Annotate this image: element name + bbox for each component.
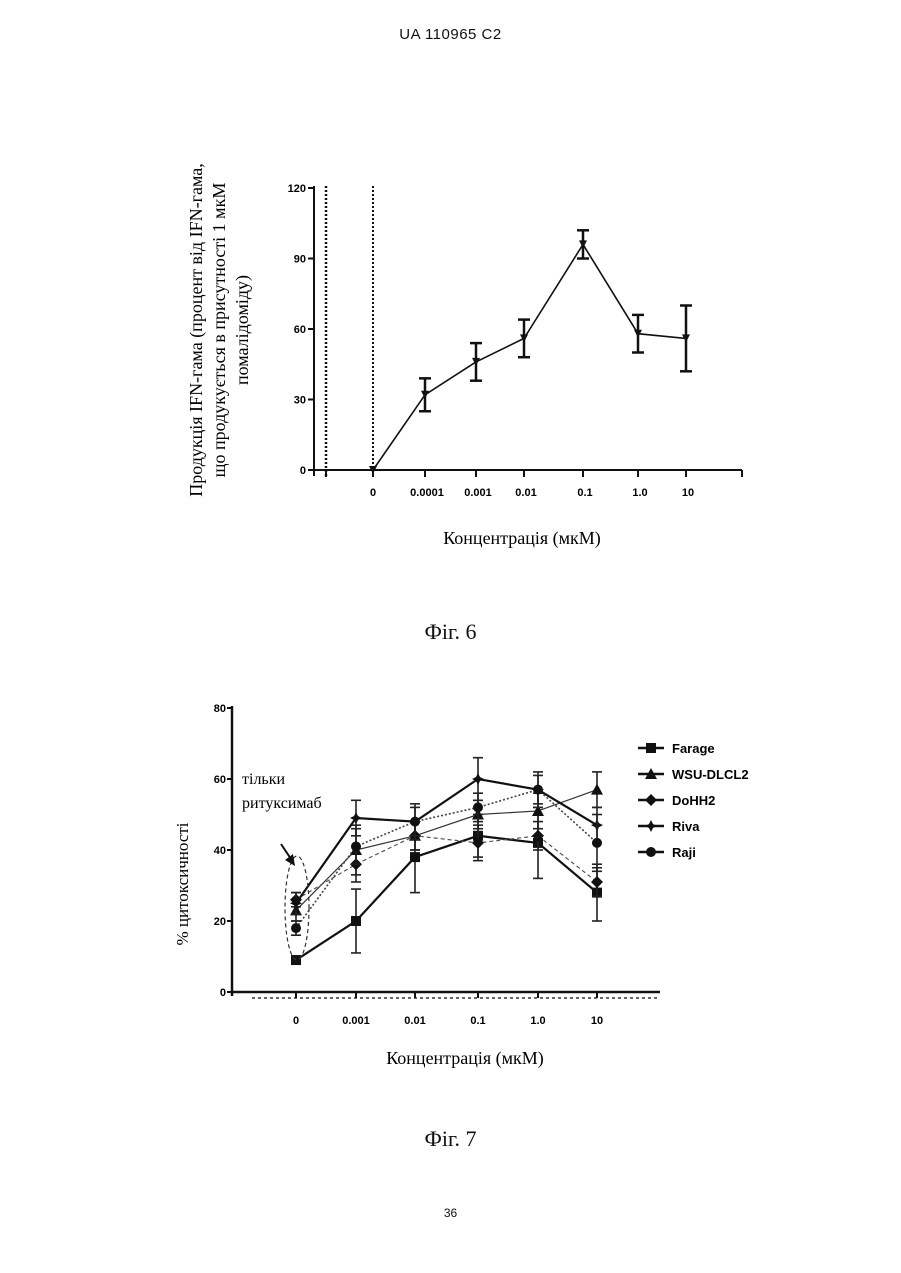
fig7-caption: Фіг. 7 [0,1126,901,1152]
fig7-y-tick-label: 0 [220,987,226,999]
fig6-x-axis-label: Концентрація (мкМ) [443,528,601,549]
fig7-data-point [291,923,301,933]
fig7-x-tick-label: 0.1 [470,1015,485,1027]
fig7-legend-marker [645,820,657,832]
fig6-x-tick-label: 0.1 [577,487,592,499]
fig6-y-tick-label: 90 [294,254,306,266]
fig7-data-point [410,817,420,827]
fig6-data-point [520,334,528,342]
fig7-x-tick-label: 0 [293,1015,299,1027]
fig6-y-tick-label: 30 [294,395,306,407]
fig6-marks [369,230,692,474]
fig7-annotation-text: ритуксимаб [242,795,322,812]
fig6-x-tick-label: 0 [370,487,376,499]
fig6-x-tick-label: 0.001 [464,487,492,499]
fig7-x-tick-label: 0.01 [404,1015,425,1027]
fig7-series-line [296,779,597,903]
fig7-legend-label: DoHH2 [672,793,715,808]
fig7-y-tick-label: 60 [214,774,226,786]
fig7-legend-marker [645,794,657,806]
fig6-y-tick-label: 0 [300,465,306,477]
fig6-y-tick-label: 120 [288,183,306,195]
page-number: 36 [0,1206,901,1220]
fig7-legend-label: Farage [672,741,715,756]
fig7-legend-label: Riva [672,819,700,834]
fig6-y-axis-label-line: помалідоміду) [232,275,253,385]
fig7-annotation: тільки ритуксимаб [242,771,322,960]
fig7-data-point [591,784,603,795]
fig7-y-tick-label: 20 [214,916,226,928]
fig7-legend-marker [646,743,656,753]
fig6-axes: 0 30 60 90 120 0 0.0001 0.001 0.01 0.1 1.0 10 [288,183,742,499]
fig7-data-point [473,802,483,812]
fig7-series-line [296,836,597,960]
fig7-legend: Farage WSU-DLCL2 DoHH2 Riva Raji [638,741,749,860]
fig6-x-tick-label: 10 [682,487,694,499]
fig7-data-point [410,852,420,862]
fig7-x-axis-label: Концентрація (мкМ) [386,1048,544,1069]
fig6-chart: Продукція IFN-гама (процент від IFN-гама… [0,0,901,600]
fig7-y-axis-label: % цитоксичності [173,822,192,945]
fig6-y-axis-label-line: Продукція IFN-гама (процент від IFN-гама… [186,163,207,496]
fig7-chart: % цитоксичності 0 20 40 60 80 0 0.001 0.01 0.1 1.… [0,680,901,1160]
fig7-x-tick-label: 0.001 [342,1015,370,1027]
fig6-caption: Фіг. 6 [0,619,901,645]
fig7-data-point [592,838,602,848]
fig7-series-line [296,790,597,928]
fig7-data-point [472,773,484,785]
fig7-data-point [533,785,543,795]
fig7-data-point [351,916,361,926]
fig7-x-tick-label: 1.0 [530,1015,545,1027]
fig6-data-point [472,358,480,366]
fig7-y-tick-label: 80 [214,703,226,715]
fig7-series-line [296,790,597,911]
fig6-x-tick-label: 1.0 [632,487,647,499]
fig7-legend-marker [646,847,656,857]
fig6-y-tick-label: 60 [294,324,306,336]
fig7-annotation-text: тільки [242,771,285,788]
fig7-x-tick-label: 10 [591,1015,603,1027]
fig7-data-point [351,841,361,851]
fig7-legend-label: WSU-DLCL2 [672,767,749,782]
fig7-marks [290,758,603,965]
fig7-legend-label: Raji [672,845,696,860]
fig6-y-axis-label-line: що продукується в присутності 1 мкМ [209,183,229,478]
fig7-data-point [591,876,603,888]
fig6-y-axis-label: Продукція IFN-гама (процент від IFN-гама… [186,163,253,496]
fig7-y-tick-label: 40 [214,845,226,857]
fig6-x-tick-label: 0.0001 [410,487,444,499]
fig6-data-point [579,240,587,248]
fig6-x-tick-label: 0.01 [515,487,536,499]
